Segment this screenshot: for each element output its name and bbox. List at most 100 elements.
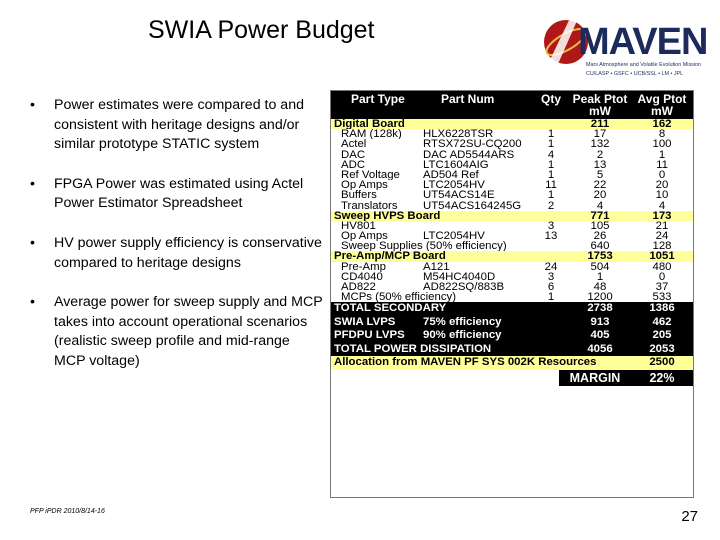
lvps-efficiency: 75% efficiency — [423, 315, 502, 328]
cell-avg: 0 — [658, 169, 666, 181]
cell-avg: 100 — [652, 139, 672, 150]
bullet-marker: • — [30, 175, 35, 192]
maven-logo-graphic: MAVEN Mars Atmosphere and Volatile Evolu… — [544, 14, 708, 77]
total-dissipation-peak: 4056 — [587, 342, 613, 355]
cell-peak: 640 — [590, 241, 610, 252]
cell-part-num: LTC1604AIG — [423, 159, 489, 170]
lvps-peak: 405 — [590, 329, 610, 342]
cell-peak: 132 — [590, 139, 610, 150]
table-row: Ref Voltage AD504 Ref 1 5 0 — [331, 170, 693, 180]
margin-label: MARGIN — [559, 369, 631, 386]
cell-qty: 24 — [544, 261, 558, 272]
cell-part-type: HV801 — [341, 220, 376, 232]
cell-part-type: Op Amps — [341, 180, 388, 191]
bullet-item: • Power estimates were compared to and c… — [28, 96, 323, 155]
svg-text:CU/LASP • GSFC • UCB/SSL • LM: CU/LASP • GSFC • UCB/SSL • LM • JPL — [586, 71, 683, 77]
bullet-marker: • — [30, 97, 35, 113]
cell-part-num: AD822SQ/883B — [423, 282, 505, 293]
header-peak: Peak Ptot mW — [572, 93, 628, 118]
cell-part-type: MCPs (50% efficiency) — [341, 292, 456, 303]
cell-peak: 504 — [590, 261, 610, 272]
cell-peak: 2 — [596, 149, 604, 160]
cell-part-type: CD4040 — [341, 271, 383, 282]
cell-part-type: Pre-Amp — [341, 261, 386, 272]
cell-avg: 0 — [658, 271, 666, 282]
cell-qty: 3 — [547, 220, 555, 232]
lvps-peak: 913 — [590, 315, 610, 328]
cell-part-type: Actel — [341, 139, 367, 150]
cell-qty: 13 — [544, 231, 558, 242]
cell-peak: 5 — [596, 169, 604, 181]
cell-part-type: Buffers — [341, 190, 377, 201]
cell-part-num: AD504 Ref — [423, 169, 479, 181]
cell-qty: 3 — [547, 271, 555, 282]
lvps-label: SWIA LVPS — [334, 315, 396, 328]
total-dissipation-label: TOTAL POWER DISSIPATION — [334, 342, 492, 355]
cell-qty: 4 — [547, 149, 555, 160]
bullet-text: Power estimates were compared to and con… — [54, 97, 304, 153]
svg-text:Mars Atmosphere and Volatile E: Mars Atmosphere and Volatile Evolution M… — [586, 62, 701, 68]
cell-part-num: A121 — [423, 261, 450, 272]
total-secondary-avg: 1386 — [649, 302, 675, 315]
slide-title: SWIA Power Budget — [148, 16, 375, 44]
cell-part-num: UT54ACS164245G — [423, 200, 522, 211]
footer-text: PFP iPDR 2010/8/14-16 — [30, 508, 105, 515]
cell-part-num: UT54ACS14E — [423, 190, 495, 201]
header-qty: Qty — [540, 93, 561, 106]
bullet-text: HV power supply efficiency is conservati… — [54, 234, 322, 271]
bullet-list: • Power estimates were compared to and c… — [28, 96, 323, 392]
header-avg: Avg Ptot mW — [637, 93, 687, 118]
cell-peak: 4 — [596, 200, 604, 211]
lvps-avg: 462 — [652, 315, 672, 328]
table-row: DAC DAC AD5544ARS 4 2 1 — [331, 150, 693, 160]
cell-part-num: HLX6228TSR — [423, 129, 494, 140]
cell-part-num: DAC AD5544ARS — [423, 149, 515, 160]
section-row: Sweep HVPS Board 771 173 — [331, 210, 693, 221]
cell-peak: 1200 — [587, 292, 613, 303]
table-row: MCPs (50% efficiency) 1 1200 533 — [331, 292, 693, 302]
margin-value: 22% — [631, 369, 693, 386]
cell-part-type: RAM (128k) — [341, 129, 402, 140]
margin-row: MARGIN 22% — [331, 369, 693, 386]
cell-qty: 11 — [545, 180, 557, 191]
cell-avg: 20 — [655, 180, 669, 191]
section-avg: 1051 — [649, 251, 675, 262]
lvps-row: SWIA LVPS 75% efficiency 913 462 — [331, 315, 693, 330]
cell-qty: 1 — [547, 159, 555, 170]
table-row: ADC LTC1604AIG 1 13 11 — [331, 160, 693, 170]
table-row: RAM (128k) HLX6228TSR 1 17 8 — [331, 129, 693, 139]
cell-avg: 10 — [655, 190, 669, 201]
table-row: Pre-Amp A121 24 504 480 — [331, 262, 693, 272]
cell-peak: 13 — [593, 159, 607, 170]
cell-peak: 22 — [593, 180, 607, 191]
total-secondary-label: TOTAL SECONDARY — [334, 302, 447, 315]
cell-peak: 1 — [596, 271, 604, 282]
total-dissipation-row: TOTAL POWER DISSIPATION 4056 2053 — [331, 342, 693, 357]
section-row: Pre-Amp/MCP Board 1753 1051 — [331, 251, 693, 262]
table-row: Actel RTSX72SU-CQ200 1 132 100 — [331, 139, 693, 149]
cell-qty: 1 — [547, 292, 555, 303]
total-secondary-peak: 2738 — [587, 302, 613, 315]
allocation-label: Allocation from MAVEN PF SYS 002K Resour… — [334, 356, 597, 369]
section-name: Sweep HVPS Board — [334, 210, 441, 221]
table-row: Buffers UT54ACS14E 1 20 10 — [331, 190, 693, 200]
section-avg: 162 — [652, 119, 672, 130]
section-peak: 771 — [590, 210, 610, 221]
cell-peak: 17 — [593, 129, 607, 140]
cell-part-type: AD822 — [341, 282, 376, 293]
table-row: CD4040 M54HC4040D 3 1 0 — [331, 272, 693, 282]
lvps-efficiency: 90% efficiency — [423, 329, 502, 342]
cell-part-type: DAC — [341, 149, 366, 160]
allocation-row: Allocation from MAVEN PF SYS 002K Resour… — [331, 356, 693, 370]
cell-peak: 26 — [593, 231, 607, 242]
page-number: 27 — [681, 508, 698, 525]
cell-avg: 8 — [658, 129, 666, 140]
total-secondary-row: TOTAL SECONDARY 2738 1386 — [331, 302, 693, 316]
section-row: Digital Board 211 162 — [331, 119, 693, 130]
section-peak: 1753 — [587, 251, 613, 262]
bullet-marker: • — [30, 294, 35, 311]
cell-avg: 11 — [656, 159, 668, 170]
table-row: HV801 3 105 21 — [331, 221, 693, 231]
bullet-marker: • — [30, 234, 35, 251]
bullet-text: FPGA Power was estimated using Actel Pow… — [54, 175, 304, 212]
